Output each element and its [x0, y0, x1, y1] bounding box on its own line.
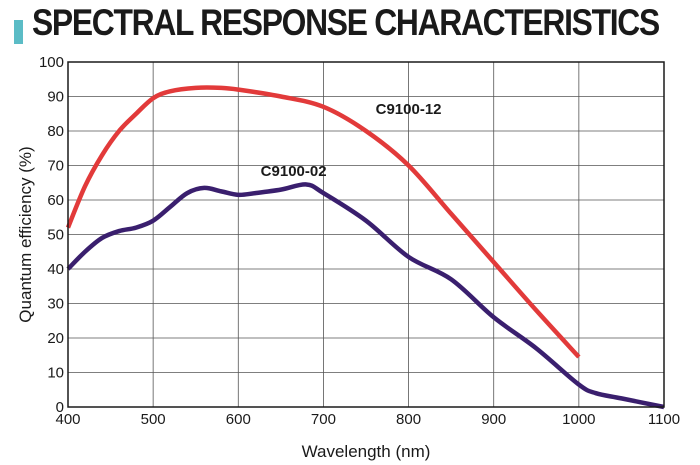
y-tick-label: 10	[47, 365, 64, 382]
x-tick-label: 1000	[562, 411, 595, 428]
y-tick-label: 0	[56, 399, 64, 416]
y-axis-label: Quantum efficiency (%)	[16, 146, 35, 322]
tick-labels: 400 500 600 700 800 900 1000 1100 0 10 20 30 40 50 60 7…	[39, 54, 680, 428]
series-label: C9100-12	[376, 101, 442, 118]
y-tick-label: 80	[47, 123, 64, 140]
series-line-c9100-12	[65, 85, 581, 359]
series-lines	[65, 85, 665, 410]
y-tick-label: 100	[39, 54, 64, 71]
y-tick-label: 20	[47, 330, 64, 347]
series-label: C9100-02	[261, 163, 327, 180]
y-tick-label: 90	[47, 89, 64, 106]
y-tick-label: 30	[47, 296, 64, 313]
page-title: SPECTRAL RESPONSE CHARACTERISTICS	[32, 2, 660, 43]
x-tick-label: 500	[141, 411, 166, 428]
x-axis-label: Wavelength (nm)	[302, 442, 431, 461]
x-tick-label: 1100	[648, 411, 680, 428]
plot-frame	[67, 61, 665, 408]
series-line-c9100-02	[66, 182, 665, 410]
x-tick-label: 600	[226, 411, 251, 428]
y-tick-label: 40	[47, 261, 64, 278]
y-tick-label: 70	[47, 158, 64, 175]
x-tick-label: 900	[481, 411, 506, 428]
x-tick-label: 700	[311, 411, 336, 428]
y-tick-label: 60	[47, 192, 64, 209]
series-labels: C9100-12 C9100-02	[261, 101, 442, 180]
x-tick-label: 400	[55, 411, 80, 428]
x-tick-label: 800	[396, 411, 421, 428]
y-tick-label: 50	[47, 227, 64, 244]
title-accent-bar	[14, 20, 23, 44]
